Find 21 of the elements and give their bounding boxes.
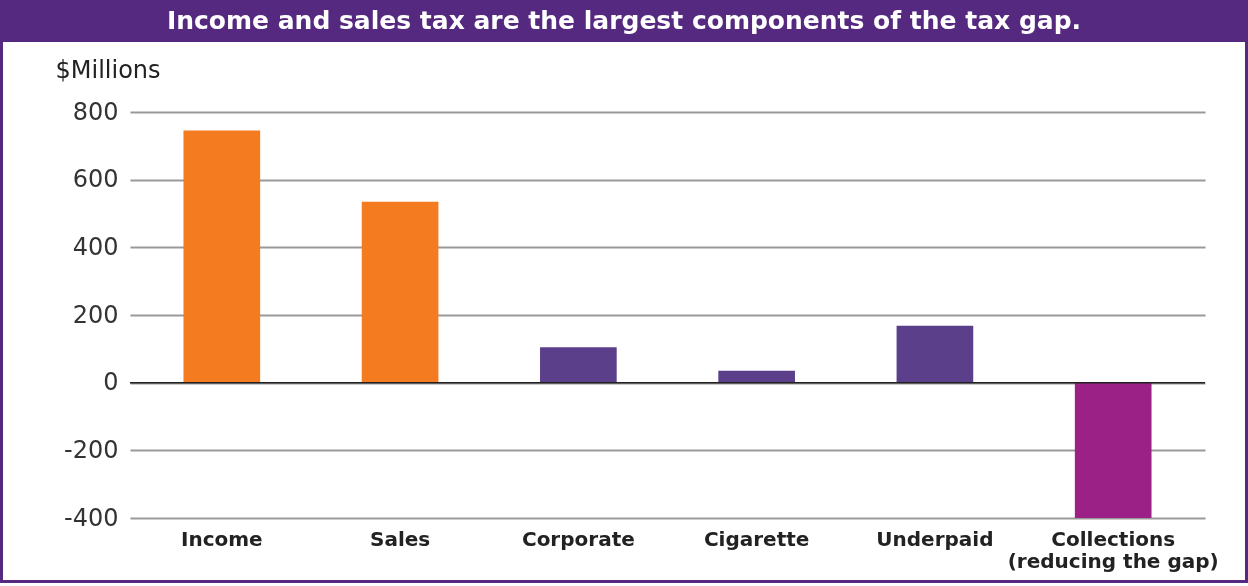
y-tick-label: 0 xyxy=(103,368,119,397)
x-tick-label: Collections (reducing the gap) xyxy=(1007,526,1219,573)
y-tick-label: 200 xyxy=(72,300,119,329)
x-tick-label: Sales xyxy=(369,526,431,551)
y-tick-label: 800 xyxy=(72,97,119,126)
bar xyxy=(361,201,439,383)
y-tick-label: -200 xyxy=(64,435,119,464)
x-tick-label: Income xyxy=(180,526,263,551)
y-tick-label: -400 xyxy=(64,503,119,532)
bar xyxy=(718,370,795,383)
bar xyxy=(540,347,617,383)
y-tick-label: 600 xyxy=(72,165,119,194)
bar xyxy=(896,325,974,383)
bar xyxy=(183,130,261,383)
chart-title: Income and sales tax are the largest components of the tax gap. xyxy=(3,0,1245,42)
x-tick-label: Cigarette xyxy=(703,526,810,551)
x-tick-label: Underpaid xyxy=(876,526,994,551)
y-axis-title: $Millions xyxy=(55,55,161,84)
y-tick-label: 400 xyxy=(72,232,119,261)
bar xyxy=(1074,382,1152,518)
x-tick-label: Corporate xyxy=(521,526,635,551)
